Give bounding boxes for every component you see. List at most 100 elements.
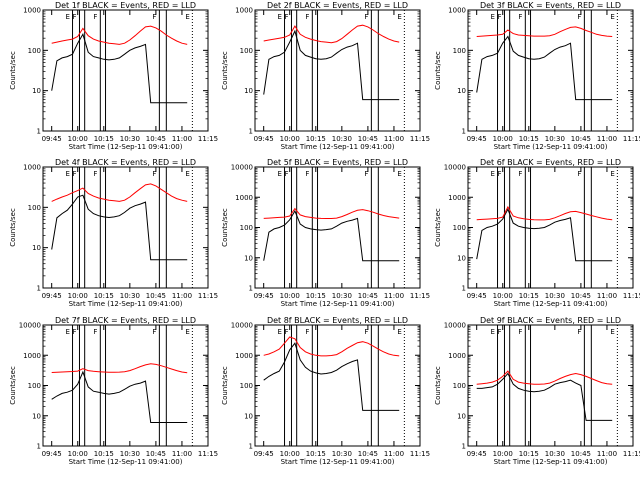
x-tick-label: 10:15: [306, 135, 326, 143]
marker-label: F: [93, 13, 97, 21]
marker-label: F: [305, 13, 309, 21]
panel-8: Det 8f BLACK = Events, RED = LLD 1 10 100 10…: [221, 316, 430, 466]
y-tick-label: 10000: [444, 164, 466, 172]
y-axis-label: Counts/sec: [434, 366, 442, 405]
x-tick-label: 11:15: [410, 450, 430, 458]
x-tick-label: 10:30: [332, 292, 352, 300]
y-tick-label: 1000: [23, 164, 41, 172]
y-axis-label: Counts/sec: [221, 366, 229, 405]
x-tick-label: 09:45: [467, 135, 487, 143]
x-tick-label: 10:15: [94, 450, 114, 458]
y-axis-label: Counts/sec: [9, 208, 17, 247]
y-axis-label: Counts/sec: [221, 208, 229, 247]
x-tick-label: 10:00: [280, 292, 300, 300]
x-tick-label: 10:15: [306, 292, 326, 300]
marker-label: F: [364, 328, 368, 336]
x-tick-label: 10:45: [146, 292, 166, 300]
marker-label: F: [497, 170, 501, 178]
x-tick-label: 11:15: [623, 292, 640, 300]
x-tick-label: 11:00: [172, 135, 192, 143]
x-tick-label: 11:15: [198, 292, 218, 300]
x-tick-label: 10:30: [545, 292, 565, 300]
marker-label: E: [185, 170, 189, 178]
y-tick-label: 10: [457, 87, 466, 95]
y-tick-label: 1000: [235, 352, 253, 360]
marker-label: F: [152, 170, 156, 178]
panel-9: Det 9f BLACK = Events, RED = LLD 1 10 100 10…: [434, 316, 640, 466]
x-axis-label: Start Time (12-Sep-11 09:41:00): [494, 458, 608, 466]
x-tick-label: 10:00: [68, 135, 88, 143]
panel-6: Det 6f BLACK = Events, RED = LLD 1 10 100 10…: [434, 158, 640, 308]
y-axis-label: Counts/sec: [9, 366, 17, 405]
panel-title: Det 7f BLACK = Events, RED = LLD: [55, 316, 196, 325]
events-series-line: [51, 33, 188, 104]
x-tick-label: 11:00: [172, 292, 192, 300]
marker-label: F: [577, 170, 581, 178]
plot-frame: [42, 166, 209, 289]
marker-label: E: [610, 328, 614, 336]
x-tick-label: 11:00: [597, 450, 617, 458]
y-tick-label: 1: [249, 128, 253, 136]
marker-label: E: [397, 13, 401, 21]
panel-title: Det 6f BLACK = Events, RED = LLD: [480, 158, 621, 167]
x-tick-label: 11:00: [597, 135, 617, 143]
x-axis-label: Start Time (12-Sep-11 09:41:00): [281, 458, 395, 466]
y-tick-label: 10: [244, 412, 253, 420]
x-tick-label: 10:15: [94, 292, 114, 300]
x-tick-label: 10:45: [571, 450, 591, 458]
marker-label: E: [66, 13, 70, 21]
y-tick-label: 100: [240, 224, 253, 232]
marker-label: F: [72, 170, 76, 178]
x-tick-label: 11:00: [384, 292, 404, 300]
marker-label: E: [278, 328, 282, 336]
x-tick-label: 10:15: [519, 292, 539, 300]
y-tick-label: 1: [462, 443, 466, 451]
x-tick-label: 11:15: [198, 450, 218, 458]
y-tick-label: 10: [244, 254, 253, 262]
y-tick-label: 1000: [23, 352, 41, 360]
y-tick-label: 1: [249, 443, 253, 451]
panel-5: Det 5f BLACK = Events, RED = LLD 1 10 100 10…: [221, 158, 430, 308]
panel-title: Det 2f BLACK = Events, RED = LLD: [267, 1, 408, 10]
y-tick-label: 1: [37, 443, 41, 451]
x-tick-label: 10:30: [545, 450, 565, 458]
panel-4: Det 4f BLACK = Events, RED = LLD 1 10 100 10…: [9, 158, 218, 308]
panel-title: Det 1f BLACK = Events, RED = LLD: [55, 1, 196, 10]
x-tick-label: 11:15: [623, 450, 640, 458]
x-tick-label: 10:45: [571, 135, 591, 143]
y-tick-label: 1000: [448, 7, 466, 15]
marker-label: E: [66, 328, 70, 336]
marker-label: F: [93, 170, 97, 178]
marker-label: E: [491, 170, 495, 178]
x-tick-label: 10:00: [493, 292, 513, 300]
y-axis-label: Counts/sec: [434, 51, 442, 90]
x-tick-label: 10:45: [358, 450, 378, 458]
lld-series-line: [476, 205, 613, 221]
x-tick-label: 10:30: [332, 135, 352, 143]
marker-label: F: [152, 13, 156, 21]
plot-frame: [42, 9, 209, 132]
y-tick-label: 10000: [19, 322, 41, 330]
x-tick-label: 10:00: [280, 450, 300, 458]
marker-label: F: [93, 328, 97, 336]
plot-frame: [467, 324, 634, 447]
marker-label: F: [364, 13, 368, 21]
marker-label: F: [305, 328, 309, 336]
plot-frame: [254, 324, 421, 447]
lld-series-line: [263, 207, 400, 219]
marker-label: E: [278, 13, 282, 21]
x-tick-label: 11:15: [410, 135, 430, 143]
marker-label: E: [278, 170, 282, 178]
x-tick-label: 10:15: [519, 135, 539, 143]
marker-label: E: [185, 328, 189, 336]
marker-label: F: [152, 328, 156, 336]
marker-label: E: [185, 13, 189, 21]
events-series-line: [263, 29, 400, 101]
y-tick-label: 1: [37, 285, 41, 293]
x-axis-label: Start Time (12-Sep-11 09:41:00): [69, 300, 183, 308]
y-tick-label: 1: [462, 128, 466, 136]
y-tick-label: 100: [28, 382, 41, 390]
panel-title: Det 4f BLACK = Events, RED = LLD: [55, 158, 196, 167]
y-tick-label: 1000: [448, 352, 466, 360]
lld-series-line: [51, 363, 188, 374]
